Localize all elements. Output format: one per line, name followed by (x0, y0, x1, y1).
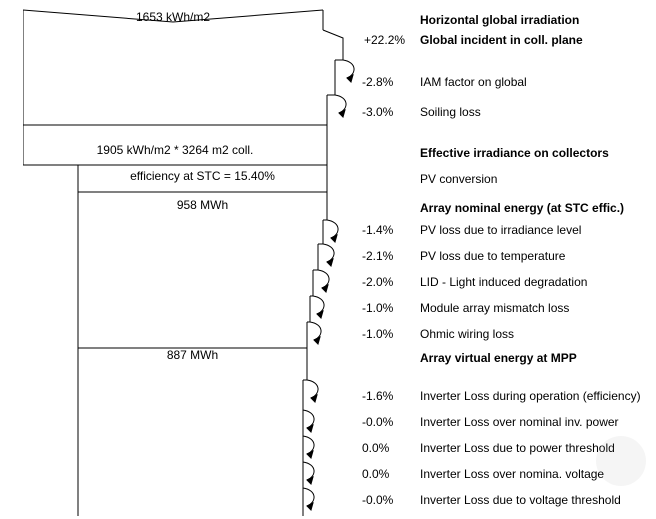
stage-desc: Array virtual energy at MPP (420, 351, 650, 365)
stage-pct: 0.0% (362, 467, 412, 481)
stage-value: 958 MWh (78, 198, 327, 212)
stage-pct: +22.2% (364, 33, 414, 47)
stage-desc: Soiling loss (420, 105, 650, 119)
stage-pct: -2.1% (362, 249, 412, 263)
stage-pct: -2.0% (362, 275, 412, 289)
stage-desc: Module array mismatch loss (420, 301, 650, 315)
stage-value: 1653 kWh/m2 (23, 10, 323, 24)
stage-value: 1905 kWh/m2 * 3264 m2 coll. (23, 143, 327, 157)
stage-value: efficiency at STC = 15.40% (78, 169, 327, 183)
stage-desc: PV loss due to temperature (420, 249, 650, 263)
stage-pct: -1.6% (362, 389, 412, 403)
stage-desc: Array nominal energy (at STC effic.) (420, 201, 650, 215)
stage-desc: Global incident in coll. plane (420, 33, 650, 47)
stage-pct: -1.4% (362, 223, 412, 237)
watermark-icon (596, 436, 646, 486)
stage-pct: -3.0% (362, 105, 412, 119)
stage-desc: Horizontal global irradiation (420, 13, 650, 27)
stage-desc: Inverter Loss over nominal inv. power (420, 415, 650, 429)
stage-value: 887 MWh (78, 348, 307, 362)
stage-pct: -0.0% (362, 415, 412, 429)
stage-desc: Effective irradiance on collectors (420, 146, 650, 160)
stage-pct: -1.0% (362, 327, 412, 341)
stage-desc: PV loss due to irradiance level (420, 223, 650, 237)
stage-desc: LID - Light induced degradation (420, 275, 650, 289)
stage-desc: PV conversion (420, 172, 650, 186)
stage-desc: IAM factor on global (420, 75, 650, 89)
stage-desc: Inverter Loss during operation (efficien… (420, 389, 650, 403)
labels-layer: 1653 kWh/m2 Horizontal global irradiation… (0, 0, 656, 516)
stage-pct: 0.0% (362, 441, 412, 455)
stage-desc: Ohmic wiring loss (420, 327, 650, 341)
stage-pct: -0.0% (362, 493, 412, 507)
stage-pct: -1.0% (362, 301, 412, 315)
stage-desc: Inverter Loss due to voltage threshold (420, 493, 650, 507)
stage-pct: -2.8% (362, 75, 412, 89)
